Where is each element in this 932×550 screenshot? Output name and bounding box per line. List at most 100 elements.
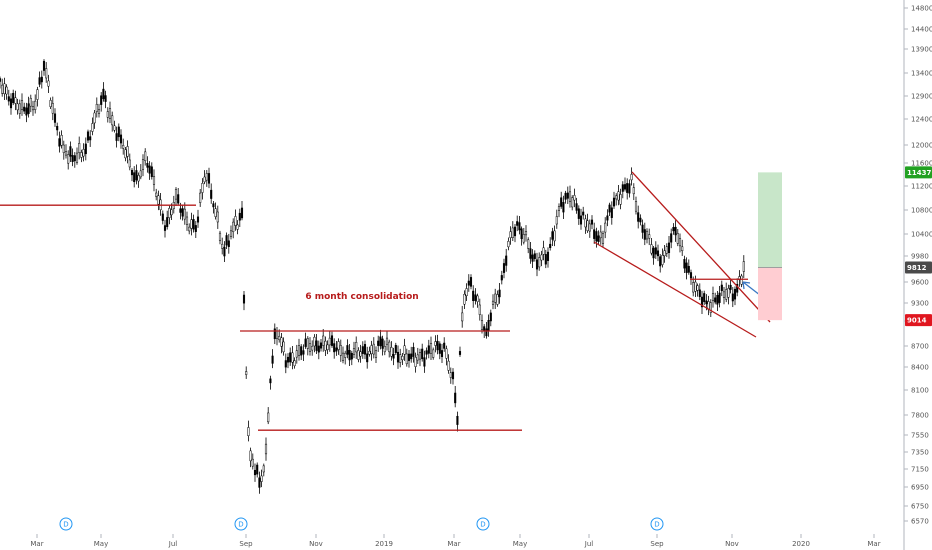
candle — [727, 288, 730, 298]
candle — [643, 229, 646, 240]
candle — [146, 163, 149, 168]
candle — [289, 352, 292, 363]
candle — [549, 243, 552, 249]
candle — [562, 202, 565, 213]
price-tick-label: 13900 — [911, 46, 932, 54]
candle — [73, 155, 76, 162]
candle — [326, 344, 329, 350]
candle — [236, 224, 239, 230]
candle — [291, 352, 294, 363]
candle — [571, 197, 574, 208]
time-tick-label: Mar — [867, 540, 880, 548]
candle — [427, 345, 430, 354]
candle — [304, 338, 307, 347]
candle — [511, 227, 514, 238]
candle — [308, 343, 312, 352]
dividend-marker-label: D — [238, 521, 243, 529]
candle — [282, 341, 285, 353]
candle — [361, 346, 364, 354]
price-tick-label: 14800 — [911, 5, 932, 13]
candle — [352, 348, 356, 355]
candle — [163, 225, 167, 231]
candle — [447, 360, 450, 371]
candle — [330, 335, 334, 346]
price-badge — [905, 314, 932, 327]
candle — [62, 144, 65, 153]
candle — [322, 335, 325, 346]
candle — [612, 197, 616, 207]
candle — [196, 216, 200, 223]
candle — [681, 246, 684, 252]
candle — [179, 208, 182, 213]
candle — [628, 183, 631, 194]
candle — [249, 450, 252, 462]
candle — [674, 226, 677, 236]
candle — [502, 263, 506, 273]
candle — [544, 254, 547, 265]
candle — [56, 125, 59, 131]
candle — [102, 88, 105, 100]
candle — [634, 201, 638, 212]
candle — [49, 100, 52, 107]
candle — [183, 208, 186, 220]
candle — [278, 336, 281, 341]
candle — [474, 294, 477, 301]
candle — [210, 189, 213, 199]
candle — [645, 230, 649, 240]
candle — [328, 337, 331, 346]
price-tick-label: 6570 — [911, 518, 929, 526]
candle — [615, 195, 618, 200]
candle — [302, 350, 305, 355]
candle — [388, 341, 391, 353]
profit-zone — [758, 172, 782, 268]
candle — [667, 242, 671, 254]
candle — [335, 347, 338, 352]
candle — [540, 254, 543, 261]
candle — [579, 215, 583, 225]
time-axis[interactable]: Mar May Jul Sep Nov 2019 Mar May Jul Sep Nov 2020 Ma… — [30, 534, 881, 548]
candle — [476, 295, 479, 302]
candle — [260, 475, 263, 482]
candle — [405, 353, 408, 365]
candle — [533, 253, 536, 259]
candle — [465, 288, 468, 297]
candle — [16, 103, 19, 111]
candle — [232, 221, 235, 232]
candle — [223, 246, 226, 257]
candle — [29, 97, 32, 107]
candle — [564, 192, 567, 200]
price-axis[interactable]: 14800 14400 13900 13400 12900 12400 12000 11600… — [903, 0, 932, 550]
candle — [505, 255, 508, 266]
candle — [529, 248, 532, 259]
candle — [337, 341, 340, 350]
candle — [18, 103, 21, 114]
candle — [588, 223, 591, 232]
candle — [317, 345, 320, 353]
candle — [390, 347, 393, 357]
candle — [161, 213, 164, 221]
candle — [555, 216, 558, 225]
candle — [111, 115, 114, 126]
candle — [23, 106, 26, 112]
candle — [696, 285, 699, 291]
candle — [80, 152, 83, 158]
candle — [67, 154, 70, 164]
price-tick-label: 9980 — [911, 253, 929, 261]
price-tick-label: 11200 — [911, 183, 932, 191]
candle — [593, 229, 596, 239]
candle — [392, 353, 395, 359]
candle — [531, 254, 534, 262]
candle — [443, 342, 446, 349]
candle — [311, 345, 314, 351]
dividend-marker-label: D — [63, 521, 68, 529]
candle — [584, 218, 587, 228]
candle — [251, 458, 254, 467]
long-position-box[interactable] — [758, 172, 782, 321]
candle — [689, 272, 693, 279]
candle — [238, 212, 241, 221]
candle — [718, 292, 721, 303]
candle — [733, 288, 737, 300]
candle — [597, 235, 600, 242]
candle — [429, 342, 433, 354]
